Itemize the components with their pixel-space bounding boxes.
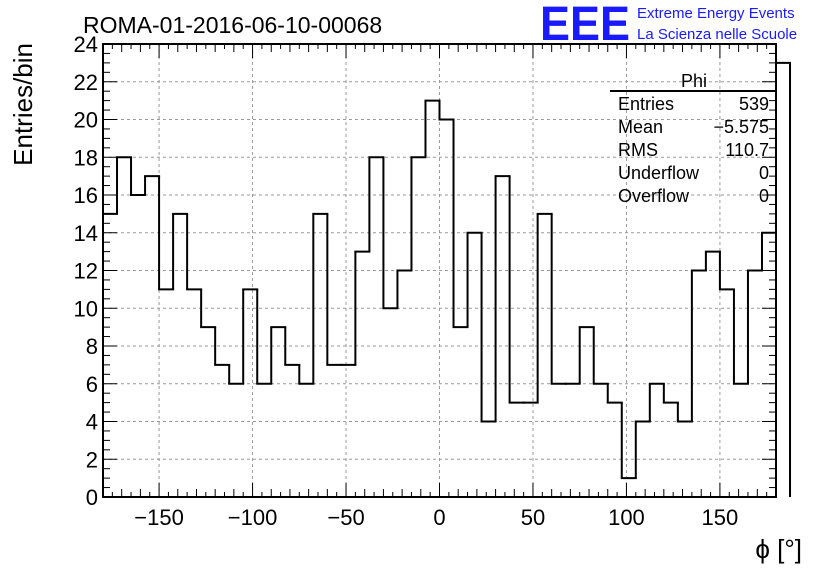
y-tick-label: 0 bbox=[86, 485, 98, 510]
y-tick-label: 8 bbox=[86, 334, 98, 359]
histogram-steps bbox=[102, 61, 792, 497]
x-tick-label: 100 bbox=[608, 505, 645, 530]
stats-box: Phi Entries 539 Mean −5.575 RMS 110.7 Underflo… bbox=[610, 71, 776, 206]
stats-row-label: Overflow bbox=[618, 186, 690, 206]
stats-row-label: RMS bbox=[618, 140, 658, 160]
y-tick-label: 20 bbox=[74, 108, 98, 133]
stats-rows: Entries 539 Mean −5.575 RMS 110.7 Underflow 0 Ov… bbox=[618, 94, 769, 206]
x-tick-label: 150 bbox=[702, 505, 739, 530]
stats-row-label: Mean bbox=[618, 117, 663, 137]
y-tick-label: 2 bbox=[86, 447, 98, 472]
x-tick-label: 50 bbox=[521, 505, 545, 530]
x-tick-label: −150 bbox=[134, 505, 184, 530]
x-tick-label: −50 bbox=[327, 505, 364, 530]
y-tick-label: 14 bbox=[74, 221, 98, 246]
y-tick-label: 12 bbox=[74, 259, 98, 284]
stats-row-value: 0 bbox=[759, 163, 769, 183]
stats-row-label: Underflow bbox=[618, 163, 700, 183]
stats-row-label: Entries bbox=[618, 94, 674, 114]
axes bbox=[102, 43, 777, 498]
y-tick-label: 22 bbox=[74, 70, 98, 95]
y-tick-label: 16 bbox=[74, 183, 98, 208]
stats-row-value: 0 bbox=[759, 186, 769, 206]
x-axis-label: ϕ [°] bbox=[755, 534, 802, 564]
stats-row-value: 110.7 bbox=[725, 140, 769, 160]
eee-logo: EEE Extreme Energy Events La Scienza nel… bbox=[540, 0, 797, 51]
logo-line-2: La Scienza nelle Scuole bbox=[637, 26, 797, 43]
y-tick-label: 18 bbox=[74, 145, 98, 170]
eee-logo-text: EEE bbox=[540, 0, 630, 51]
y-tick-label: 6 bbox=[86, 372, 98, 397]
x-tick-label: 0 bbox=[433, 505, 445, 530]
stats-title: Phi bbox=[681, 71, 707, 91]
stats-row-value: −5.575 bbox=[713, 117, 769, 137]
y-axis-label: Entries/bin bbox=[8, 43, 38, 166]
x-tick-label: −100 bbox=[228, 505, 278, 530]
y-tick-label: 10 bbox=[74, 296, 98, 321]
y-tick-label: 4 bbox=[86, 410, 98, 435]
stats-row-value: 539 bbox=[739, 94, 769, 114]
y-tick-label: 24 bbox=[74, 32, 98, 57]
logo-line-1: Extreme Energy Events bbox=[637, 5, 795, 22]
run-title: ROMA-01-2016-06-10-00068 bbox=[83, 12, 382, 38]
